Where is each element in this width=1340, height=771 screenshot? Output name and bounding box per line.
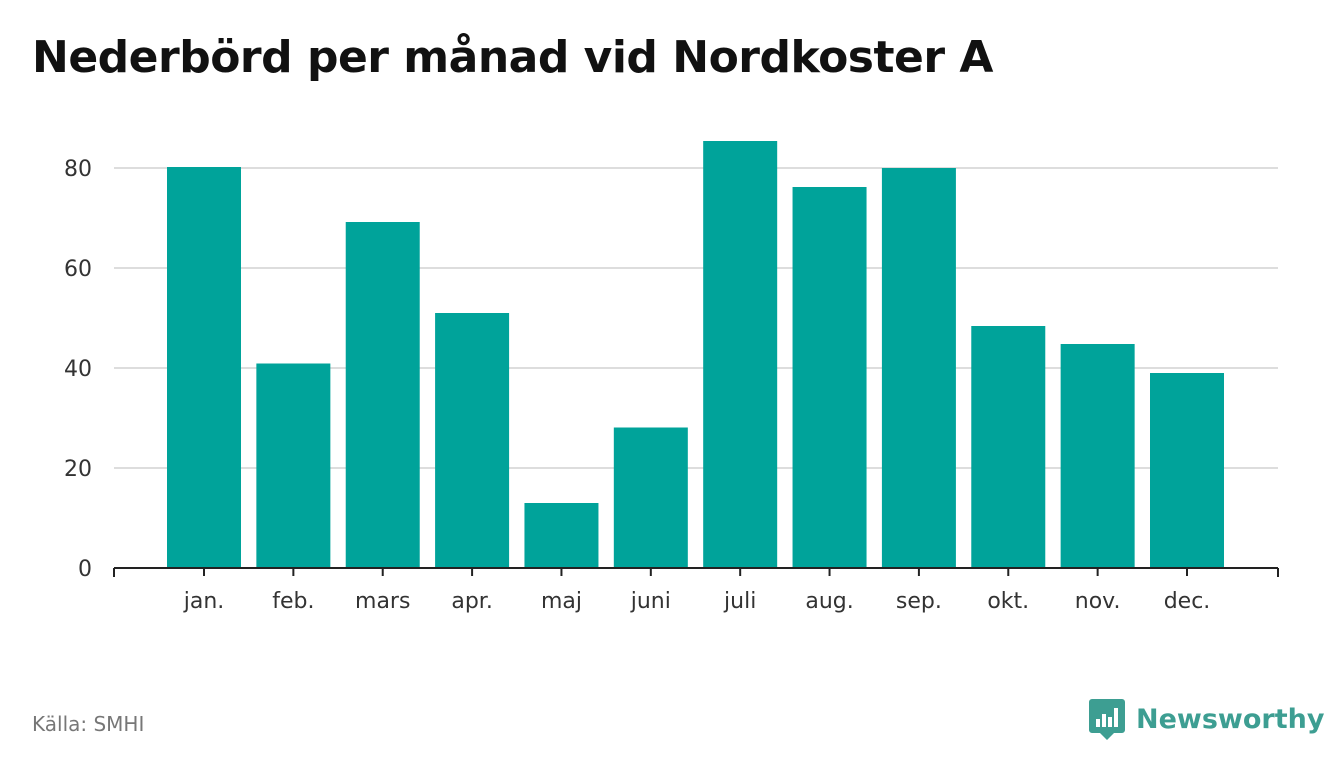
bar-chart: 0 20 40 60 80 jan. feb. mars apr. maj juni juli aug…: [64, 141, 1279, 614]
bar-juli: [703, 141, 778, 568]
bar-jan: [167, 167, 241, 568]
bar-mars: [345, 222, 420, 568]
bar-juni: [613, 427, 688, 568]
y-tick-label: 0: [78, 557, 92, 582]
bar-aug: [792, 187, 867, 568]
x-tick-label: juli: [723, 589, 756, 614]
x-tick-label: jan.: [183, 589, 225, 614]
bar-sep: [881, 168, 956, 568]
brand-name: Newsworthy: [1136, 703, 1325, 735]
y-tick-label: 60: [64, 257, 92, 282]
x-tick-label: mars: [355, 589, 410, 614]
x-axis-tick-labels: jan. feb. mars apr. maj juni juli aug. sep. okt. n…: [183, 589, 1211, 614]
newsworthy-logo-icon: [1089, 699, 1125, 740]
x-tick-label: okt.: [987, 589, 1029, 614]
x-tick-label: juni: [630, 589, 671, 614]
bar-feb: [256, 363, 331, 568]
y-tick-label: 40: [64, 357, 92, 382]
bar-dec: [1150, 373, 1224, 568]
bar-okt: [971, 326, 1046, 568]
x-tick-label: sep.: [896, 589, 942, 614]
x-tick-label: aug.: [805, 589, 853, 614]
bar-maj: [524, 503, 599, 568]
x-tick-label: dec.: [1164, 589, 1211, 614]
y-tick-label: 80: [64, 157, 92, 182]
chart-title: Nederbörd per månad vid Nordkoster A: [32, 32, 993, 83]
brand-logo: Newsworthy: [1088, 696, 1324, 742]
x-tick-label: nov.: [1075, 589, 1121, 614]
bars: [167, 141, 1224, 568]
x-tick-label: apr.: [451, 589, 492, 614]
bar-apr: [435, 313, 510, 568]
bar-nov: [1060, 344, 1135, 568]
y-axis-tick-labels: 0 20 40 60 80: [64, 157, 92, 582]
x-axis: [113, 567, 1279, 577]
y-tick-label: 20: [64, 457, 92, 482]
x-tick-label: feb.: [272, 589, 314, 614]
x-tick-label: maj: [541, 589, 582, 614]
source-note: Källa: SMHI: [32, 712, 145, 736]
